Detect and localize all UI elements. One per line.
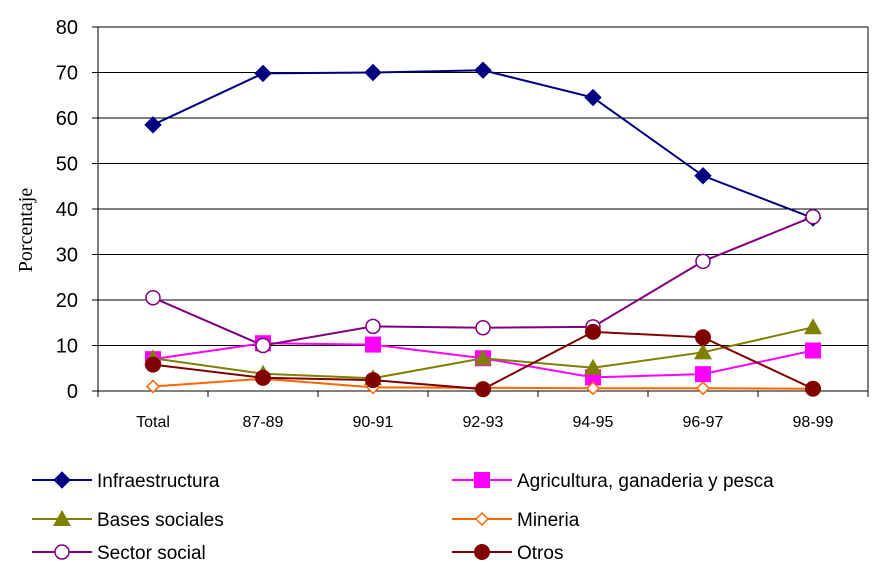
- legend-marker: [53, 510, 71, 526]
- legend-item: Agricultura, ganaderia y pesca: [452, 471, 774, 492]
- legend-marker: [474, 472, 490, 488]
- legend-marker: [53, 471, 71, 489]
- series-4: [145, 208, 821, 354]
- data-point: [255, 369, 271, 386]
- data-point: [365, 372, 381, 389]
- data-point: [694, 167, 712, 185]
- y-tick-label: 60: [56, 108, 78, 130]
- legend-item: Sector social: [32, 543, 206, 564]
- data-point: [584, 358, 602, 375]
- legend-label: Bases sociales: [97, 510, 224, 531]
- series-group: [144, 61, 822, 398]
- data-point: [585, 323, 601, 340]
- data-point: [255, 337, 271, 354]
- y-tick-label: 80: [56, 17, 78, 39]
- data-point: [695, 381, 711, 396]
- legend-marker: [54, 544, 70, 560]
- legend-label: Mineria: [517, 510, 580, 531]
- legend-label: Otros: [517, 543, 563, 564]
- legend-marker: [474, 544, 490, 560]
- data-point: [585, 381, 601, 396]
- data-point: [145, 289, 161, 306]
- data-point: [474, 61, 492, 79]
- y-tick-label: 50: [56, 154, 78, 176]
- y-tick-label: 10: [56, 336, 78, 358]
- gridlines: [98, 72, 868, 346]
- legend-item: Bases sociales: [32, 510, 224, 531]
- x-tick-label: 94-95: [573, 414, 614, 431]
- data-point: [145, 379, 161, 394]
- legend-item: Infraestructura: [32, 471, 220, 492]
- data-point: [805, 380, 821, 397]
- data-point: [475, 320, 491, 336]
- y-axis-ticks: 0 10 20 30 40 50 60 70 80: [56, 17, 98, 403]
- series-0: [144, 61, 822, 227]
- data-point: [584, 88, 602, 107]
- data-point: [364, 63, 382, 82]
- legend-item: Otros: [452, 543, 563, 564]
- data-point: [804, 318, 822, 335]
- series-5: [145, 323, 821, 398]
- data-point: [805, 208, 821, 225]
- data-point: [695, 253, 711, 270]
- data-point: [695, 329, 711, 346]
- y-tick-label: 20: [56, 290, 78, 312]
- y-axis-label: Porcentaje: [15, 188, 37, 273]
- data-point: [365, 336, 381, 353]
- x-tick-label: 92-93: [463, 414, 504, 431]
- legend-label: Infraestructura: [97, 471, 220, 492]
- data-point: [144, 116, 162, 134]
- data-point: [145, 356, 161, 373]
- y-tick-label: 70: [56, 63, 78, 85]
- legend-label: Agricultura, ganaderia y pesca: [517, 471, 774, 492]
- data-point: [694, 343, 712, 360]
- x-tick-label: 90-91: [353, 414, 394, 431]
- y-tick-label: 0: [67, 381, 78, 403]
- data-point: [254, 64, 272, 83]
- data-point: [365, 318, 381, 335]
- legend-item: Mineria: [452, 510, 580, 531]
- legend: Infraestructura Agricultura, ganaderia y …: [32, 471, 774, 564]
- x-tick-label: 96-97: [683, 414, 724, 431]
- data-point: [474, 349, 492, 366]
- x-tick-label: Total: [136, 414, 170, 431]
- y-tick-label: 30: [56, 245, 78, 267]
- legend-label: Sector social: [97, 543, 206, 564]
- y-tick-label: 40: [56, 199, 78, 221]
- x-tick-label: 87-89: [243, 414, 284, 431]
- x-tick-label: 98-99: [793, 414, 834, 431]
- legend-marker: [474, 511, 490, 527]
- data-point: [695, 366, 711, 383]
- data-point: [805, 342, 821, 359]
- x-axis-ticks: Total 87-89 90-91 92-93 94-95 96-97 98-99: [97, 391, 869, 431]
- data-point: [475, 381, 491, 398]
